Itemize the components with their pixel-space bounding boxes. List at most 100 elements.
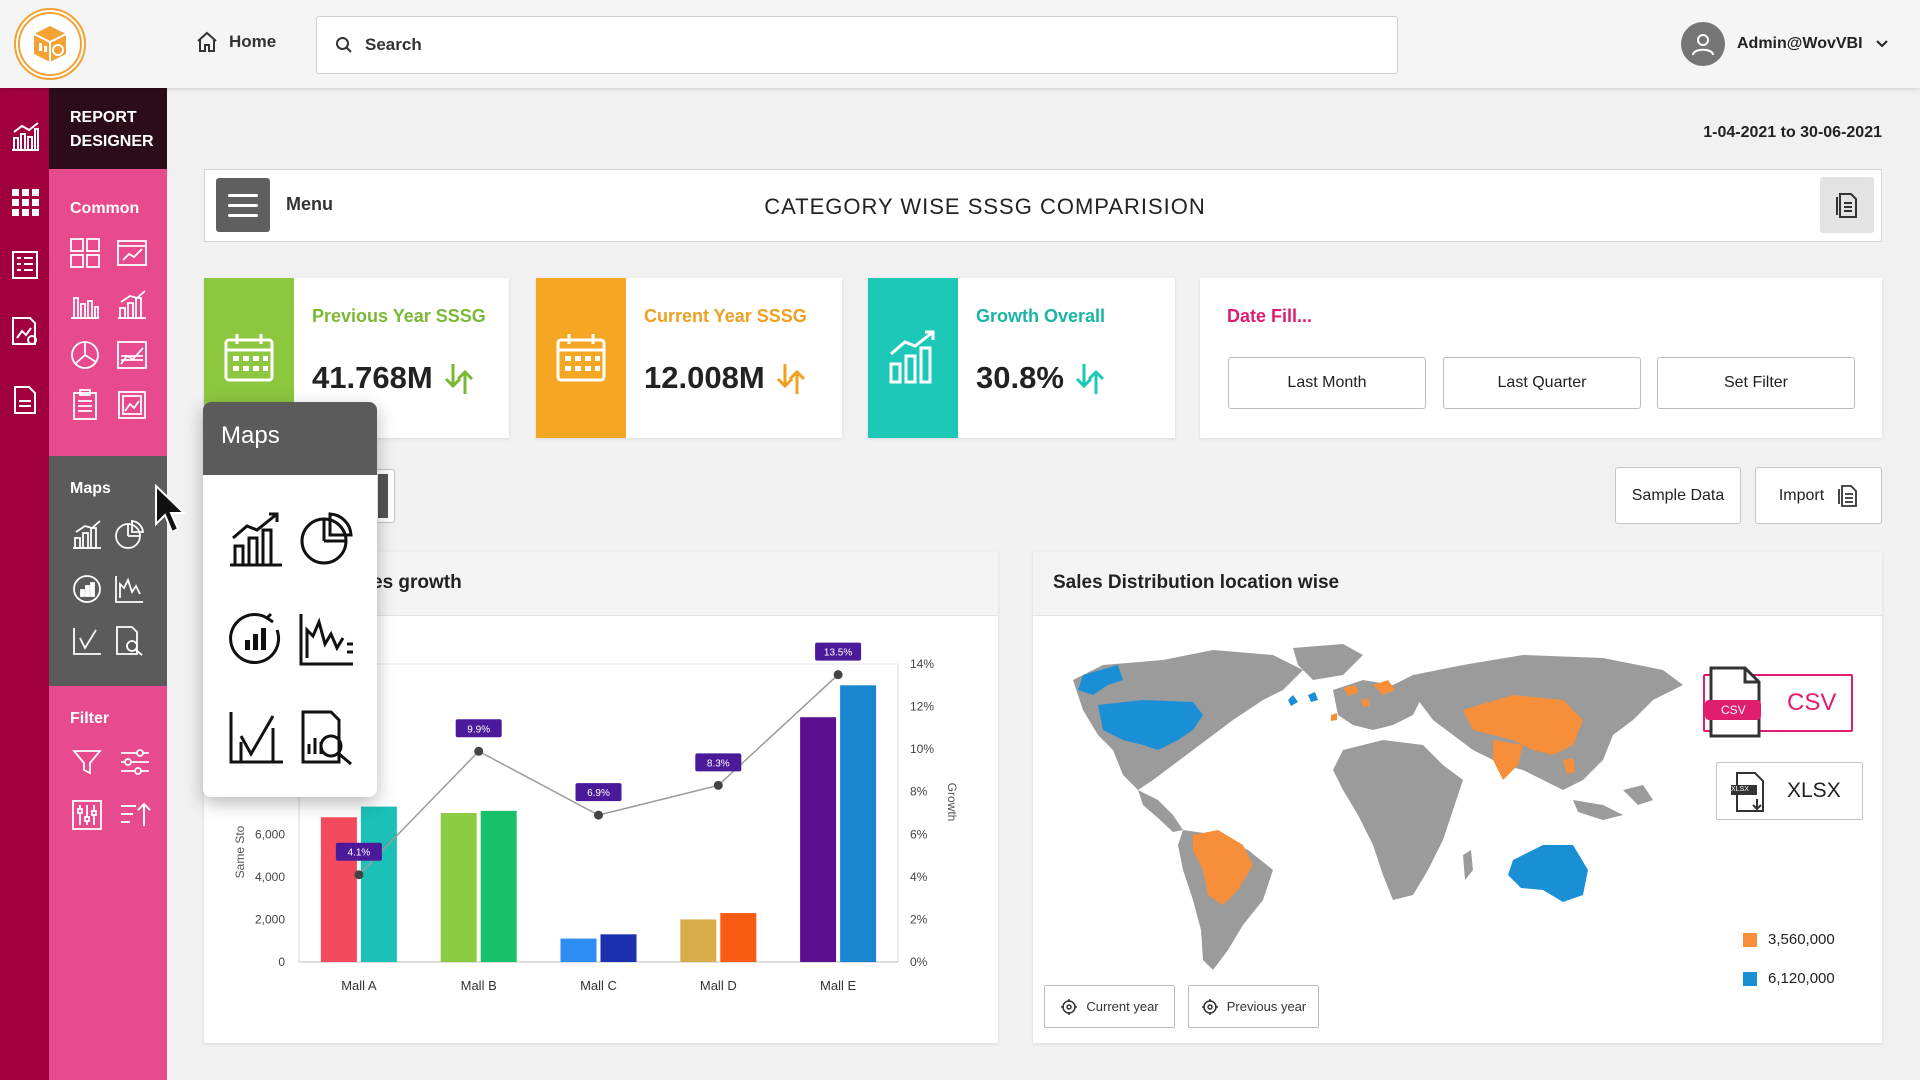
document-icon[interactable] — [8, 383, 42, 417]
bar — [320, 817, 357, 962]
filter-funnel-icon[interactable] — [70, 745, 104, 779]
growth-label-box — [815, 642, 862, 661]
up-down-arrow-icon — [1075, 364, 1104, 394]
kpi-value-text: 41.768M — [312, 360, 433, 395]
document-icon — [1836, 193, 1857, 218]
growth-point — [713, 780, 723, 790]
bar — [840, 685, 877, 962]
sales-growth-chart: 0 2,000 4,000 6,000 0% 2% 4% 6% 8% 10% 12% 14% Same … — [233, 642, 959, 993]
line-chart-window-icon[interactable] — [115, 236, 149, 270]
bar — [440, 813, 477, 962]
card-header — [1033, 552, 1882, 616]
bar-chart-icon[interactable] — [68, 288, 102, 322]
y-axis-label: Same Sto — [233, 825, 247, 878]
import-label: Import — [1778, 486, 1825, 504]
bar — [720, 913, 757, 962]
popup-gauge-icon[interactable] — [227, 610, 285, 668]
pie-chart-icon[interactable] — [68, 338, 102, 372]
sample-data-button[interactable]: Sample Data — [1615, 467, 1741, 524]
x-tick-label: Mall D — [700, 978, 737, 993]
document-button[interactable] — [1820, 177, 1874, 233]
import-button[interactable]: Import — [1755, 467, 1882, 524]
legend-label: 6,120,000 — [1768, 970, 1835, 987]
report-list-icon[interactable] — [8, 248, 42, 282]
user-icon — [1681, 22, 1725, 66]
region-low-values — [1193, 680, 1583, 905]
popup-trend-icon[interactable] — [297, 610, 355, 668]
search-input[interactable]: Search — [316, 16, 1398, 74]
report-settings-icon[interactable] — [8, 314, 42, 348]
home-link[interactable]: Home — [195, 26, 276, 58]
last-quarter-button[interactable]: Last Quarter — [1443, 357, 1641, 409]
last-month-button[interactable]: Last Month — [1228, 357, 1426, 409]
sort-ascending-icon[interactable] — [118, 798, 152, 832]
growth-point — [833, 670, 843, 680]
kpi-value-text: 12.008M — [644, 360, 765, 395]
date-range: 1-04-2021 to 30-06-2021 — [1703, 124, 1882, 141]
up-down-arrow-icon — [444, 364, 473, 394]
up-down-arrow-icon — [776, 364, 805, 394]
growth-line — [358, 674, 839, 876]
home-label: Home — [229, 32, 277, 51]
bar — [680, 919, 717, 962]
area-chart-icon[interactable] — [115, 338, 149, 372]
growth-label-box — [335, 842, 382, 861]
growth-label-box — [695, 753, 742, 772]
clipboard-report-icon[interactable] — [68, 388, 102, 422]
user-menu[interactable]: Admin@WovVBI — [1681, 22, 1889, 66]
kpi-current-year: Current Year SSSG 12.008M — [536, 278, 842, 438]
user-name: Admin@WovVBI — [1737, 35, 1863, 52]
target-icon — [1061, 998, 1078, 1015]
dashboard-chart-icon[interactable] — [8, 120, 42, 154]
bar — [600, 934, 637, 962]
target-icon — [1201, 998, 1218, 1015]
xlsx-label: XLSX — [1787, 779, 1841, 802]
document-icon — [1838, 484, 1858, 507]
maps-search-report-icon[interactable] — [112, 624, 146, 658]
popup-search-report-icon[interactable] — [297, 708, 355, 766]
popup-growth-chart-icon[interactable] — [227, 510, 285, 568]
previous-year-label: Previous year — [1226, 999, 1307, 1014]
sliders-icon[interactable] — [118, 745, 152, 779]
growth-point — [474, 746, 484, 756]
current-year-button[interactable]: Current year — [1044, 985, 1175, 1028]
search-placeholder: Search — [365, 35, 422, 54]
xlsx-export-button[interactable]: XLSX XLSX — [1716, 762, 1863, 820]
popup-pie-chart-icon[interactable] — [297, 510, 355, 568]
maps-growth-chart-icon[interactable] — [70, 518, 104, 552]
hidden-button-edge — [378, 474, 388, 518]
set-filter-button[interactable]: Set Filter — [1657, 357, 1855, 409]
kpi-title: Current Year SSSG — [644, 306, 807, 326]
equalizer-icon[interactable] — [70, 798, 104, 832]
world-map[interactable] — [1043, 640, 1723, 980]
sample-data-label: Sample Data — [1631, 486, 1725, 504]
maps-gauge-icon[interactable] — [70, 572, 104, 606]
xlsx-badge: XLSX — [1731, 786, 1749, 793]
previous-year-button[interactable]: Previous year — [1188, 985, 1319, 1028]
left-rail — [0, 88, 49, 1080]
legend-swatch — [1743, 933, 1757, 947]
menu-label[interactable]: Menu — [286, 194, 333, 214]
region-high-values — [1078, 665, 1588, 902]
grid-apps-icon[interactable] — [8, 185, 42, 219]
y2-tick-label: 0% — [910, 955, 928, 969]
x-tick-label: Mall A — [341, 978, 377, 993]
growth-data-label: 6.9% — [587, 788, 610, 799]
maps-check-chart-icon[interactable] — [70, 624, 104, 658]
maps-trend-icon[interactable] — [112, 572, 146, 606]
maps-pie-chart-icon[interactable] — [112, 518, 146, 552]
y2-tick-label: 6% — [910, 827, 928, 841]
layout-grid-icon[interactable] — [68, 236, 102, 270]
x-tick-label: Mall B — [461, 978, 497, 993]
kpi-value-text: 30.8% — [976, 360, 1064, 395]
hamburger-menu-icon[interactable] — [216, 178, 270, 232]
page-title: CATEGORY WISE SSSG COMPARISION — [764, 194, 1206, 219]
growth-point — [354, 870, 364, 880]
kpi-title: Previous Year SSSG — [312, 306, 486, 326]
popup-check-chart-icon[interactable] — [227, 708, 285, 766]
search-icon — [336, 37, 352, 53]
image-chart-icon[interactable] — [115, 388, 149, 422]
growth-chart-icon[interactable] — [115, 288, 149, 322]
calendar-icon — [536, 278, 626, 438]
logo-icon[interactable] — [14, 8, 86, 80]
